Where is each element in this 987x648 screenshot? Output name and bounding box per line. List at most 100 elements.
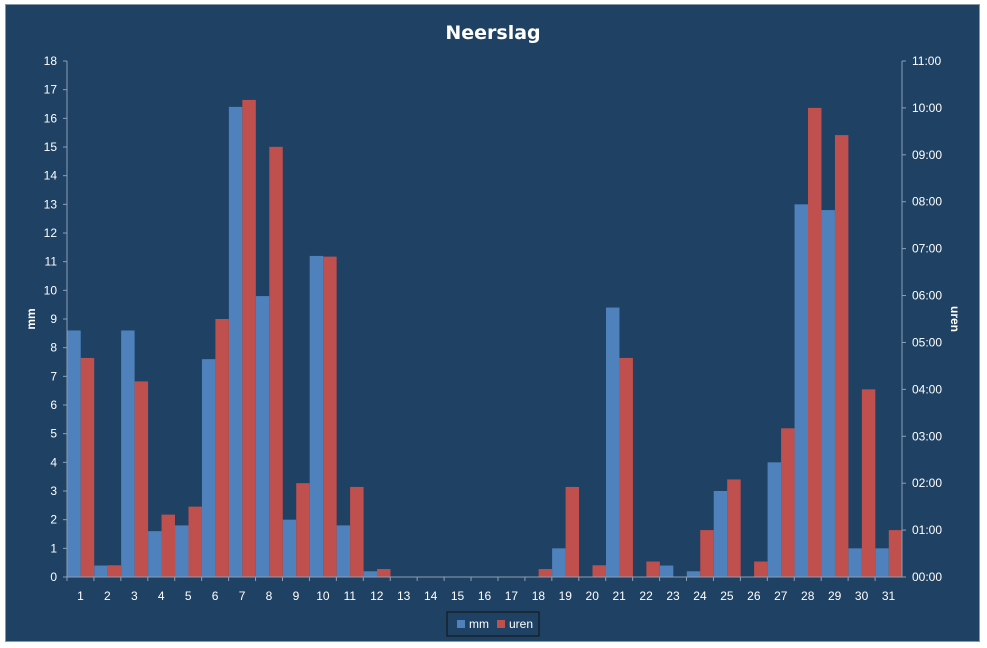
bar-uren-7: [242, 99, 256, 578]
y-tick-label: 6: [50, 398, 57, 412]
y-tick-label: 18: [44, 54, 58, 68]
y-tick-label: 1: [50, 541, 57, 555]
bar-mm-8: [255, 296, 270, 577]
bar-uren-26: [754, 561, 768, 577]
bar-mm-2: [94, 565, 108, 577]
y2-tick-label: 03:00: [912, 429, 942, 443]
x-tick-label: 28: [801, 589, 815, 603]
bar-uren-4: [161, 514, 176, 577]
bar-uren-1: [80, 357, 95, 577]
y2-tick-label: 11:00: [912, 54, 941, 68]
bar-uren-21: [619, 357, 633, 577]
x-tick-label: 9: [293, 589, 300, 603]
x-tick-label: 21: [612, 589, 626, 603]
x-tick-label: 17: [505, 589, 519, 603]
bar-uren-6: [215, 319, 229, 577]
bar-mm-28: [794, 204, 808, 577]
bar-uren-22: [646, 561, 660, 577]
legend-label-mm: mm: [469, 617, 489, 631]
bar-uren-27: [781, 428, 795, 577]
y-tick-label: 17: [44, 83, 58, 97]
bar-mm-25: [713, 491, 728, 577]
ticks-group: 012345678910111213141516171800:0001:0002…: [44, 54, 943, 603]
x-tick-label: 20: [586, 589, 600, 603]
y-tick-label: 2: [50, 513, 57, 527]
x-tick-label: 24: [693, 589, 707, 603]
bar-mm-29: [821, 210, 835, 577]
x-tick-label: 26: [747, 589, 761, 603]
x-tick-label: 4: [158, 589, 165, 603]
y-tick-label: 3: [50, 484, 57, 498]
bar-uren-5: [188, 506, 202, 577]
bar-mm-1: [67, 330, 81, 577]
y2-tick-label: 06:00: [912, 289, 942, 303]
bar-mm-10: [309, 255, 324, 577]
y-tick-label: 8: [50, 341, 57, 355]
bar-uren-20: [592, 565, 606, 577]
bar-uren-11: [350, 486, 364, 577]
y-tick-label: 0: [50, 570, 57, 584]
x-tick-label: 25: [720, 589, 734, 603]
y2-tick-label: 04:00: [912, 382, 942, 396]
y2-tick-label: 01:00: [912, 523, 942, 537]
x-tick-label: 19: [559, 589, 573, 603]
bar-uren-31: [888, 530, 903, 577]
x-tick-label: 27: [774, 589, 788, 603]
bar-uren-12: [377, 569, 391, 577]
bar-uren-2: [107, 565, 122, 577]
bar-uren-3: [134, 381, 149, 577]
x-tick-label: 16: [478, 589, 492, 603]
bar-uren-19: [565, 486, 580, 577]
bar-mm-31: [875, 548, 889, 577]
bar-mm-5: [175, 525, 189, 577]
bar-mm-24: [686, 571, 701, 577]
bar-mm-27: [767, 462, 782, 577]
x-tick-label: 15: [451, 589, 465, 603]
bar-uren-8: [269, 146, 283, 577]
x-tick-label: 1: [77, 589, 84, 603]
y-tick-label: 9: [50, 312, 57, 326]
bar-uren-24: [700, 530, 714, 577]
y2-tick-label: 10:00: [912, 101, 942, 115]
y2-tick-label: 00:00: [912, 570, 942, 584]
y-tick-label: 11: [45, 255, 58, 269]
y2-tick-label: 02:00: [912, 476, 942, 490]
bar-uren-25: [727, 479, 741, 577]
y2-axis-label: uren: [948, 306, 962, 332]
x-tick-label: 22: [639, 589, 653, 603]
bar-uren-18: [538, 569, 553, 577]
y2-tick-label: 05:00: [912, 335, 942, 349]
bar-mm-11: [336, 525, 351, 577]
x-tick-label: 7: [239, 589, 246, 603]
bar-mm-23: [659, 565, 674, 577]
y-tick-label: 10: [44, 283, 58, 297]
x-tick-label: 5: [185, 589, 192, 603]
bars-group: [67, 99, 903, 578]
y-axis-label: mm: [24, 308, 38, 329]
y-tick-label: 4: [50, 455, 57, 469]
y-tick-label: 5: [50, 427, 57, 441]
chart-title: Neerslag: [445, 22, 540, 44]
bar-uren-29: [834, 135, 849, 577]
bar-uren-9: [296, 483, 310, 577]
x-tick-label: 10: [316, 589, 330, 603]
x-tick-label: 11: [344, 589, 357, 603]
x-tick-label: 18: [532, 589, 546, 603]
x-tick-label: 8: [266, 589, 273, 603]
y2-tick-label: 09:00: [912, 148, 942, 162]
y-tick-label: 13: [44, 197, 58, 211]
y2-tick-label: 07:00: [912, 242, 942, 256]
bar-mm-19: [552, 548, 566, 577]
legend: mm uren: [446, 611, 540, 637]
bar-mm-9: [282, 519, 297, 577]
bar-mm-7: [228, 106, 243, 578]
bar-mm-3: [121, 330, 135, 577]
legend-label-uren: uren: [509, 617, 533, 631]
bar-mm-6: [201, 359, 216, 577]
x-tick-label: 23: [666, 589, 680, 603]
x-tick-label: 31: [882, 589, 896, 603]
x-tick-label: 13: [397, 589, 411, 603]
y-tick-label: 15: [44, 140, 58, 154]
bar-mm-21: [605, 307, 620, 577]
